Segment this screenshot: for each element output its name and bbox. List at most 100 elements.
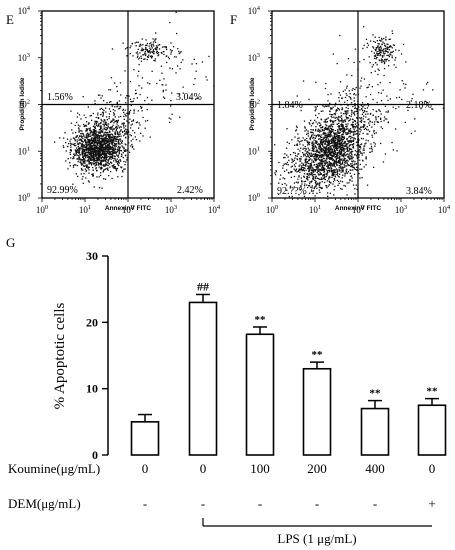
panel-e-event-dot [91,139,93,142]
panel-f-event-dot [314,153,316,156]
panel-f-event-dot [362,132,364,135]
panel-e-event-dot [84,149,86,151]
panel-f-event-dot [353,92,355,95]
panel-f-event-dot [350,175,352,177]
panel-e-event-dot [98,141,100,143]
panel-f-event-dot [322,105,324,107]
panel-e-event-dot [113,122,115,124]
panel-f-event-dot [311,142,313,144]
panel-e-event-dot [96,141,98,143]
panel-f-event-dot [320,161,322,163]
panel-f-event-dot [332,129,334,131]
panel-e-event-dot [152,49,155,51]
panel-e-event-dot [88,157,91,160]
panel-f-event-dot [316,105,318,107]
panel-f-event-dot [324,87,327,90]
panel-f-event-dot [348,182,350,184]
panel-f-event-dot [338,165,341,167]
panel-e-event-dot [107,158,109,161]
panel-f-event-dot [334,139,336,142]
panel-f-event-dot [331,148,333,151]
panel-f-event-dot [294,152,296,154]
panel-e-event-dot [86,141,88,143]
panel-f-event-dot [315,108,317,111]
panel-e-event-dot [139,57,141,59]
panel-f-event-dot [387,121,389,123]
panel-f-event-dot [306,137,308,140]
panel-e-event-dot [91,142,93,144]
panel-e-event-dot [85,125,87,127]
panel-e-event-dot [140,44,142,46]
panel-f-event-dot [311,131,313,133]
panel-e-event-dot [135,92,137,94]
panel-f-event-dot [381,49,384,52]
panel-f-event-dot [375,119,377,121]
bar-5-significance: ** [370,388,382,400]
panel-f-event-dot [362,47,364,50]
panel-e-event-dot [94,144,97,146]
panel-f-event-dot [311,141,313,143]
panel-f-event-dot [327,136,329,138]
panel-e-event-dot [92,149,94,151]
panel-e-event-dot [80,138,82,140]
panel-f-event-dot [344,143,346,145]
panel-f-event-dot [377,116,380,118]
panel-e-event-dot [136,56,139,58]
panel-e-event-dot [80,167,83,170]
panel-e-event-dot [112,109,114,111]
panel-f-event-dot [327,143,329,145]
panel-f-event-dot [328,157,331,159]
panel-e-event-dot [143,58,145,60]
panel-e-event-dot [111,48,114,50]
panel-f-event-dot [333,194,335,196]
panel-f-event-dot [320,187,322,189]
panel-f-event-dot [325,121,327,124]
panel-f-event-dot [354,133,356,135]
panel-f-event-dot [314,134,316,136]
panel-f-event-dot [387,43,389,46]
panel-f-event-dot [316,166,318,168]
panel-f-event-dot [395,128,397,130]
panel-e-event-dot [109,166,111,168]
panel-e-event-dot [177,48,179,50]
panel-e-event-dot [99,151,101,153]
panel-f-event-dot [312,149,314,151]
panel-e-event-dot [103,137,105,139]
panel-f-event-dot [387,111,389,113]
panel-e-event-dot [167,56,170,58]
panel-f-event-dot [425,83,428,85]
panel-e-quadrant-lower-left: 92.99% [47,185,78,196]
panel-f-event-dot [330,145,332,147]
panel-f-event-dot [312,141,314,143]
panel-e-event-dot [130,104,132,107]
panel-e-event-dot [93,135,95,137]
panel-e-event-dot [90,153,92,155]
panel-f-event-dot [284,182,286,185]
panel-e-event-dot [95,155,97,157]
panel-f-event-dot [342,149,344,151]
panel-e-event-dot [117,142,119,144]
panel-f-event-dot [344,120,347,123]
panel-e-event-dot [100,157,102,159]
panel-e-event-dot [87,144,90,146]
panel-e-event-dot [142,49,144,52]
panel-f-event-dot [362,160,364,162]
panel-f-event-dot [318,129,320,131]
panel-f-event-dot [381,37,383,40]
panel-e-event-dot [112,146,114,148]
panel-f-event-dot [339,170,341,172]
panel-f-event-dot [325,175,327,178]
panel-e-event-dot [119,105,121,108]
panel-e-event-dot [137,58,140,60]
panel-f-event-dot [377,45,379,48]
panel-e-event-dot [73,137,75,139]
panel-g-y-tick-label: 0 [92,448,98,462]
panel-f-event-dot [329,110,331,112]
panel-f-event-dot [336,170,338,172]
panel-e-event-dot [124,130,126,132]
panel-f-event-dot [332,137,334,139]
panel-f-event-dot [381,61,383,64]
panel-f-event-dot [340,112,342,114]
panel-f-event-dot [367,129,369,131]
panel-e-event-dot [148,51,150,53]
